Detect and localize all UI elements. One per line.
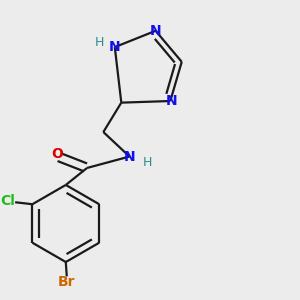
Text: N: N xyxy=(166,94,178,108)
Text: N: N xyxy=(150,24,161,38)
Text: N: N xyxy=(109,40,121,54)
Text: H: H xyxy=(94,36,104,49)
Text: H: H xyxy=(143,156,152,169)
Text: Br: Br xyxy=(58,275,76,289)
Text: O: O xyxy=(52,147,64,161)
Text: Cl: Cl xyxy=(1,194,15,208)
Text: N: N xyxy=(124,149,135,164)
